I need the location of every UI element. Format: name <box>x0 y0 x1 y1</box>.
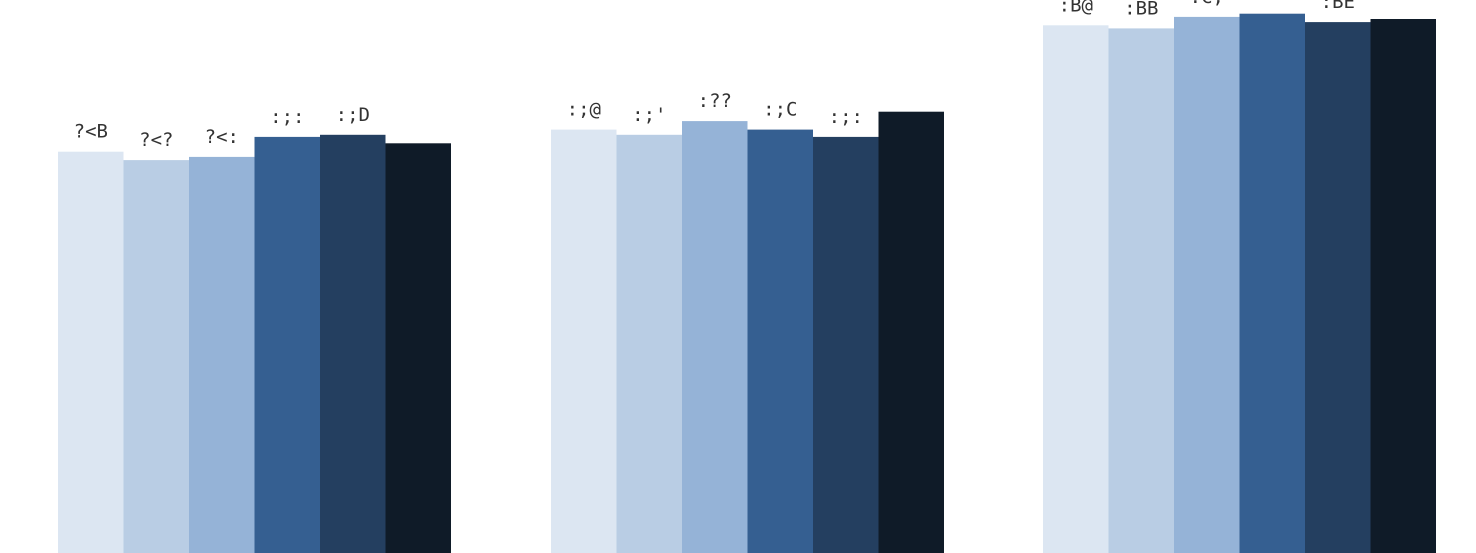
bar-g3-3 <box>1174 16 1240 553</box>
bar-g2-6 <box>878 111 944 553</box>
data-label-g2-1: :;@ <box>567 99 601 121</box>
data-label-g2-5: :;: <box>829 106 863 128</box>
data-label-g2-3: :?? <box>698 90 732 112</box>
bar-g2-5 <box>813 136 879 553</box>
bar-g1-4 <box>254 136 320 553</box>
bar-g3-4 <box>1239 13 1305 553</box>
bar-g3-1 <box>1043 25 1109 553</box>
data-label-g1-3: ?<: <box>205 126 239 148</box>
data-label-g2-4: :;C <box>763 99 797 121</box>
data-label-g3-3: :C; <box>1190 0 1224 8</box>
bar-g3-2 <box>1108 28 1174 553</box>
bar-group-2: :;@ :;':?? :;C:;: <box>551 90 944 553</box>
data-label-g2-2: :;' <box>632 104 666 126</box>
bar-g2-3 <box>682 121 748 553</box>
data-label-g1-2: ?<? <box>139 129 173 151</box>
data-label-g3-1: :B@ <box>1059 0 1093 16</box>
data-label-g1-4: :;: <box>270 106 304 128</box>
bar-g1-1 <box>58 151 124 553</box>
bar-g1-6 <box>385 143 451 553</box>
bar-g3-5 <box>1305 22 1371 553</box>
bar-g1-5 <box>320 134 386 553</box>
data-label-g3-2: :BB <box>1124 0 1158 19</box>
bar-group-1: ?<B ?<? ?<::;: :;D <box>58 104 451 553</box>
bar-group-3: :B@ :BB :C; :C: :BE <box>1043 0 1436 553</box>
bar-g3-6 <box>1370 19 1436 553</box>
data-label-g1-5: :;D <box>336 104 370 126</box>
bar-g2-1 <box>551 129 617 553</box>
bar-g2-4 <box>747 129 813 553</box>
bar-g1-2 <box>123 160 189 553</box>
data-label-g3-5: :BE <box>1321 0 1355 13</box>
bar-g2-2 <box>616 134 682 553</box>
data-label-g3-4: :C: <box>1255 0 1289 5</box>
data-label-g1-1: ?<B <box>74 121 108 143</box>
bar-g1-3 <box>189 156 255 553</box>
